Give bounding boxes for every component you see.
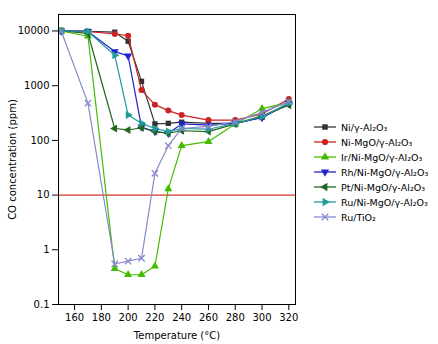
svg-text:260: 260	[199, 312, 218, 323]
svg-text:300: 300	[252, 312, 271, 323]
html-text:Ru/TiO₂: Ru/TiO₂	[341, 211, 376, 223]
svg-text:160: 160	[65, 312, 84, 323]
svg-text:180: 180	[92, 312, 111, 323]
svg-text:0.1: 0.1	[34, 299, 50, 310]
html-text:Rh/Ni-MgO/γ-Al₂O₃: Rh/Ni-MgO/γ-Al₂O₃	[341, 166, 429, 178]
svg-text:CO concentration (ppm): CO concentration (ppm)	[7, 99, 18, 220]
svg-text:10: 10	[37, 189, 50, 200]
svg-text:Temperature (°C): Temperature (°C)	[133, 330, 220, 341]
html-text:Pt/Ni-MgO/γ-Al₂O₃: Pt/Ni-MgO/γ-Al₂O₃	[341, 181, 425, 193]
html-text:Ru/Ni-MgO/γ-Al₂O₃: Ru/Ni-MgO/γ-Al₂O₃	[341, 196, 428, 208]
svg-text:1000: 1000	[24, 80, 49, 91]
svg-text:100: 100	[30, 135, 49, 146]
svg-text:240: 240	[172, 312, 191, 323]
svg-text:10000: 10000	[18, 25, 50, 36]
html-text:Ir/Ni-MgO/γ-Al₂O₃: Ir/Ni-MgO/γ-Al₂O₃	[341, 151, 423, 163]
html-text:Ni-MgO/γ-Al₂O₃: Ni-MgO/γ-Al₂O₃	[341, 136, 413, 148]
svg-text:1: 1	[43, 244, 49, 255]
svg-text:320: 320	[279, 312, 298, 323]
html-text:Ni/γ-Al₂O₃: Ni/γ-Al₂O₃	[341, 121, 388, 133]
svg-text:220: 220	[145, 312, 164, 323]
svg-text:280: 280	[226, 312, 245, 323]
svg-text:200: 200	[119, 312, 138, 323]
